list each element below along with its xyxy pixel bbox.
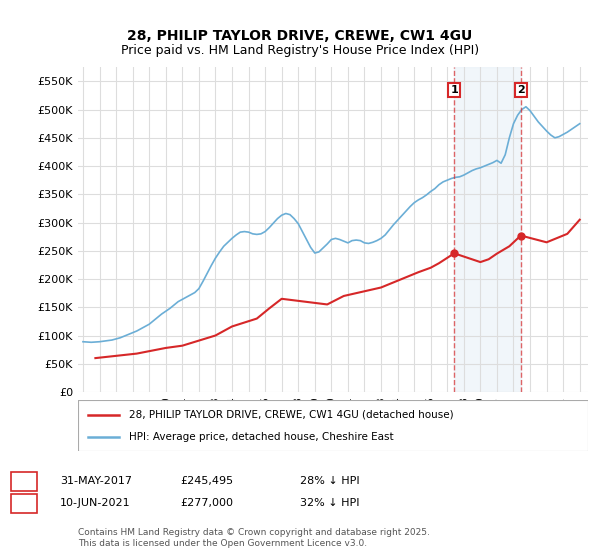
Text: 1: 1 xyxy=(451,85,458,95)
Text: 28% ↓ HPI: 28% ↓ HPI xyxy=(300,476,359,486)
Text: £245,495: £245,495 xyxy=(180,476,233,486)
Text: Contains HM Land Registry data © Crown copyright and database right 2025.
This d: Contains HM Land Registry data © Crown c… xyxy=(78,528,430,548)
Text: Price paid vs. HM Land Registry's House Price Index (HPI): Price paid vs. HM Land Registry's House … xyxy=(121,44,479,57)
Text: 2: 2 xyxy=(20,498,28,508)
Text: HPI: Average price, detached house, Cheshire East: HPI: Average price, detached house, Ches… xyxy=(129,432,394,442)
Text: 28, PHILIP TAYLOR DRIVE, CREWE, CW1 4GU: 28, PHILIP TAYLOR DRIVE, CREWE, CW1 4GU xyxy=(127,29,473,44)
Text: 1: 1 xyxy=(20,476,28,486)
Text: 31-MAY-2017: 31-MAY-2017 xyxy=(60,476,132,486)
Text: £277,000: £277,000 xyxy=(180,498,233,508)
Text: 32% ↓ HPI: 32% ↓ HPI xyxy=(300,498,359,508)
Text: 2: 2 xyxy=(517,85,524,95)
Text: 10-JUN-2021: 10-JUN-2021 xyxy=(60,498,131,508)
Text: 28, PHILIP TAYLOR DRIVE, CREWE, CW1 4GU (detached house): 28, PHILIP TAYLOR DRIVE, CREWE, CW1 4GU … xyxy=(129,409,454,419)
FancyBboxPatch shape xyxy=(78,400,588,451)
Bar xyxy=(454,67,521,392)
